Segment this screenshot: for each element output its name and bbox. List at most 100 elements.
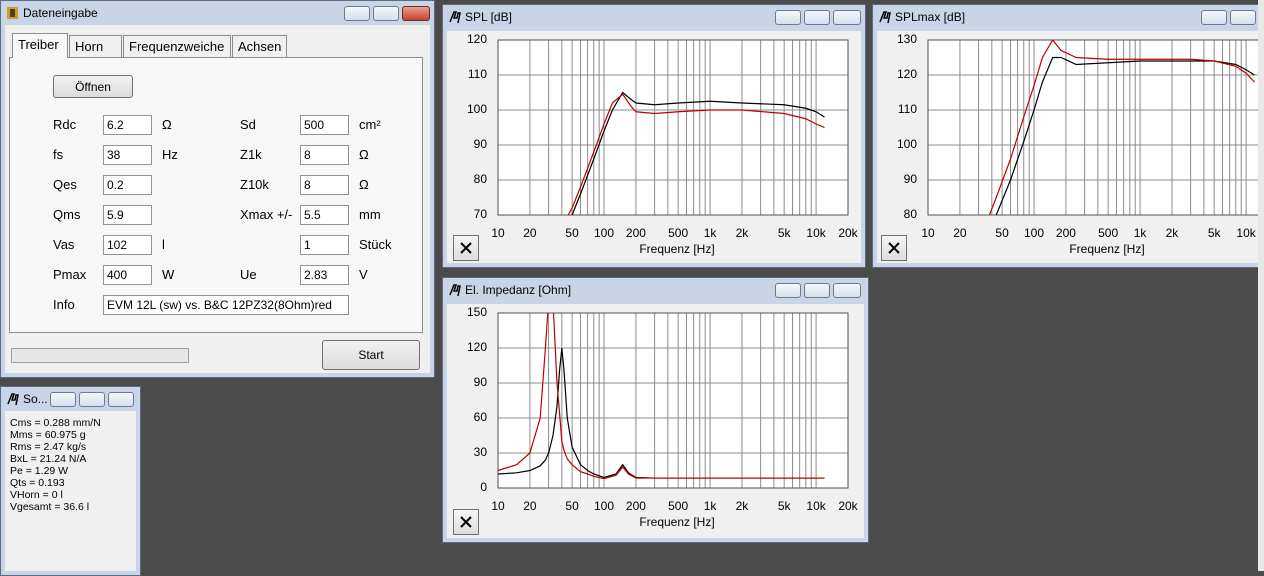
window-title: El. Impedanz [Ohm] (465, 283, 572, 297)
x-tick-label: 50 (565, 499, 579, 513)
close-chart-button[interactable] (453, 235, 479, 261)
text-field[interactable]: 1 (300, 235, 349, 255)
minimize-button[interactable] (344, 6, 370, 21)
text-field[interactable]: 5.9 (103, 205, 152, 225)
x-tick-label: 10 (921, 226, 935, 240)
maximize-button[interactable] (804, 283, 830, 298)
field-label: Xmax +/- (240, 207, 293, 222)
text-field[interactable]: 5.5 (300, 205, 349, 225)
field-label: Qes (53, 177, 77, 192)
y-tick-label: 80 (904, 207, 918, 221)
field-label: Sd (240, 117, 256, 132)
window-title: So... (23, 392, 48, 406)
field-unit: W (162, 267, 175, 282)
spl-window: SPL [dB] 10 20 50 100 200 500 1k 2k 5k 10k 20k 70 80… (442, 4, 866, 268)
text-field[interactable]: 8 (300, 145, 349, 165)
result-line: Rms = 2.47 kg/s (10, 441, 87, 453)
y-tick-label: 150 (467, 305, 487, 319)
tab[interactable]: Achsen (232, 35, 287, 57)
field-label: Info (53, 297, 75, 312)
minimize-button[interactable] (1201, 10, 1227, 25)
close-button[interactable] (833, 10, 861, 25)
maximize-button[interactable] (804, 10, 830, 25)
x-tick-label: 20 (523, 226, 537, 240)
text-field[interactable]: 400 (103, 265, 152, 285)
chart: 10 20 50 100 200 500 1k 2k 5k 10k 20k 0 30 60 90 120 150… (467, 305, 859, 529)
x-tick-label: 100 (594, 499, 614, 513)
y-tick-label: 0 (480, 480, 487, 494)
result-line: BxL = 21.24 N/A (10, 453, 87, 465)
x-tick-label: 50 (995, 226, 1009, 240)
x-tick-label: 10 (491, 226, 505, 240)
y-tick-label: 90 (474, 137, 488, 151)
x-tick-label: 1k (1134, 226, 1148, 240)
maximize-button[interactable] (1230, 10, 1256, 25)
x-tick-label: 200 (626, 499, 646, 513)
y-tick-label: 130 (897, 32, 917, 46)
plot-area (498, 313, 848, 488)
field-label: Rdc (53, 117, 77, 132)
x-tick-label: 5k (778, 226, 792, 240)
x-axis-label: Frequenz [Hz] (1069, 242, 1144, 256)
x-tick-label: 20k (838, 499, 858, 513)
maximize-button[interactable] (79, 392, 105, 407)
field-unit: Ω (162, 117, 172, 132)
maximize-button[interactable] (373, 6, 399, 21)
x-tick-label: 100 (1024, 226, 1044, 240)
minimize-button[interactable] (775, 283, 801, 298)
text-field[interactable]: 38 (103, 145, 152, 165)
field-unit: V (359, 267, 368, 282)
result-line: VHorn = 0 l (10, 489, 63, 501)
field-label: Z10k (240, 177, 269, 192)
x-tick-label: 5k (1208, 226, 1222, 240)
chart: 10 20 50 100 200 500 1k 2k 5k 10k 20k 70 80 90 100 110 1… (467, 32, 859, 256)
curve (995, 56, 1255, 215)
window-title: Dateneingabe (23, 6, 98, 20)
plot-border (497, 39, 849, 216)
close-chart-button[interactable] (881, 235, 907, 261)
impedance-window: El. Impedanz [Ohm] 10 20 50 100 200 500 1k 2k 5k… (442, 277, 869, 543)
x-tick-label: 1k (704, 226, 718, 240)
close-chart-button[interactable] (453, 509, 479, 535)
text-field[interactable]: 6.2 (103, 115, 152, 135)
x-tick-label: 500 (1098, 226, 1118, 240)
field-label: Qms (53, 207, 81, 222)
x-icon (460, 516, 472, 528)
open-button[interactable]: Öffnen (53, 75, 133, 98)
text-field[interactable]: 0.2 (103, 175, 152, 195)
app-icon (7, 7, 18, 19)
minimize-button[interactable] (775, 10, 801, 25)
x-tick-label: 20 (953, 226, 967, 240)
tab[interactable]: Treiber (12, 33, 68, 58)
y-tick-label: 110 (898, 102, 917, 116)
tab[interactable]: Frequenzweiche (123, 35, 231, 57)
y-tick-label: 60 (474, 410, 488, 424)
close-button[interactable] (108, 392, 134, 407)
result-line: Cms = 0.288 mm/N (10, 417, 101, 429)
splmax-window: SPLmax [dB] 10 20 50 100 200 500 1k 2k 5k 10k 80 90… (872, 4, 1264, 268)
plot-area (928, 40, 1264, 215)
result-line: Mms = 60.975 g (10, 429, 86, 441)
text-field[interactable]: 2.83 (300, 265, 349, 285)
text-field[interactable]: 8 (300, 175, 349, 195)
curve (498, 347, 825, 479)
x-tick-label: 1k (704, 499, 718, 513)
minimize-button[interactable] (50, 392, 76, 407)
close-button[interactable] (402, 6, 430, 21)
x-tick-label: 20k (838, 226, 858, 240)
x-axis-label: Frequenz [Hz] (639, 242, 714, 256)
y-tick-label: 120 (467, 340, 487, 354)
info-field[interactable]: EVM 12L (sw) vs. B&C 12PZ32(8Ohm)red (103, 295, 349, 315)
close-button[interactable] (833, 283, 861, 298)
x-axis-label: Frequenz [Hz] (639, 515, 714, 529)
x-tick-label: 2k (1166, 226, 1180, 240)
tab[interactable]: Horn (69, 35, 122, 57)
curve (988, 40, 1255, 215)
x-tick-label: 2k (736, 499, 750, 513)
text-field[interactable]: 102 (103, 235, 152, 255)
y-tick-label: 90 (904, 172, 918, 186)
text-field[interactable]: 500 (300, 115, 349, 135)
y-tick-label: 110 (468, 67, 487, 81)
tab-panel (9, 57, 423, 333)
start-button[interactable]: Start (322, 340, 420, 370)
